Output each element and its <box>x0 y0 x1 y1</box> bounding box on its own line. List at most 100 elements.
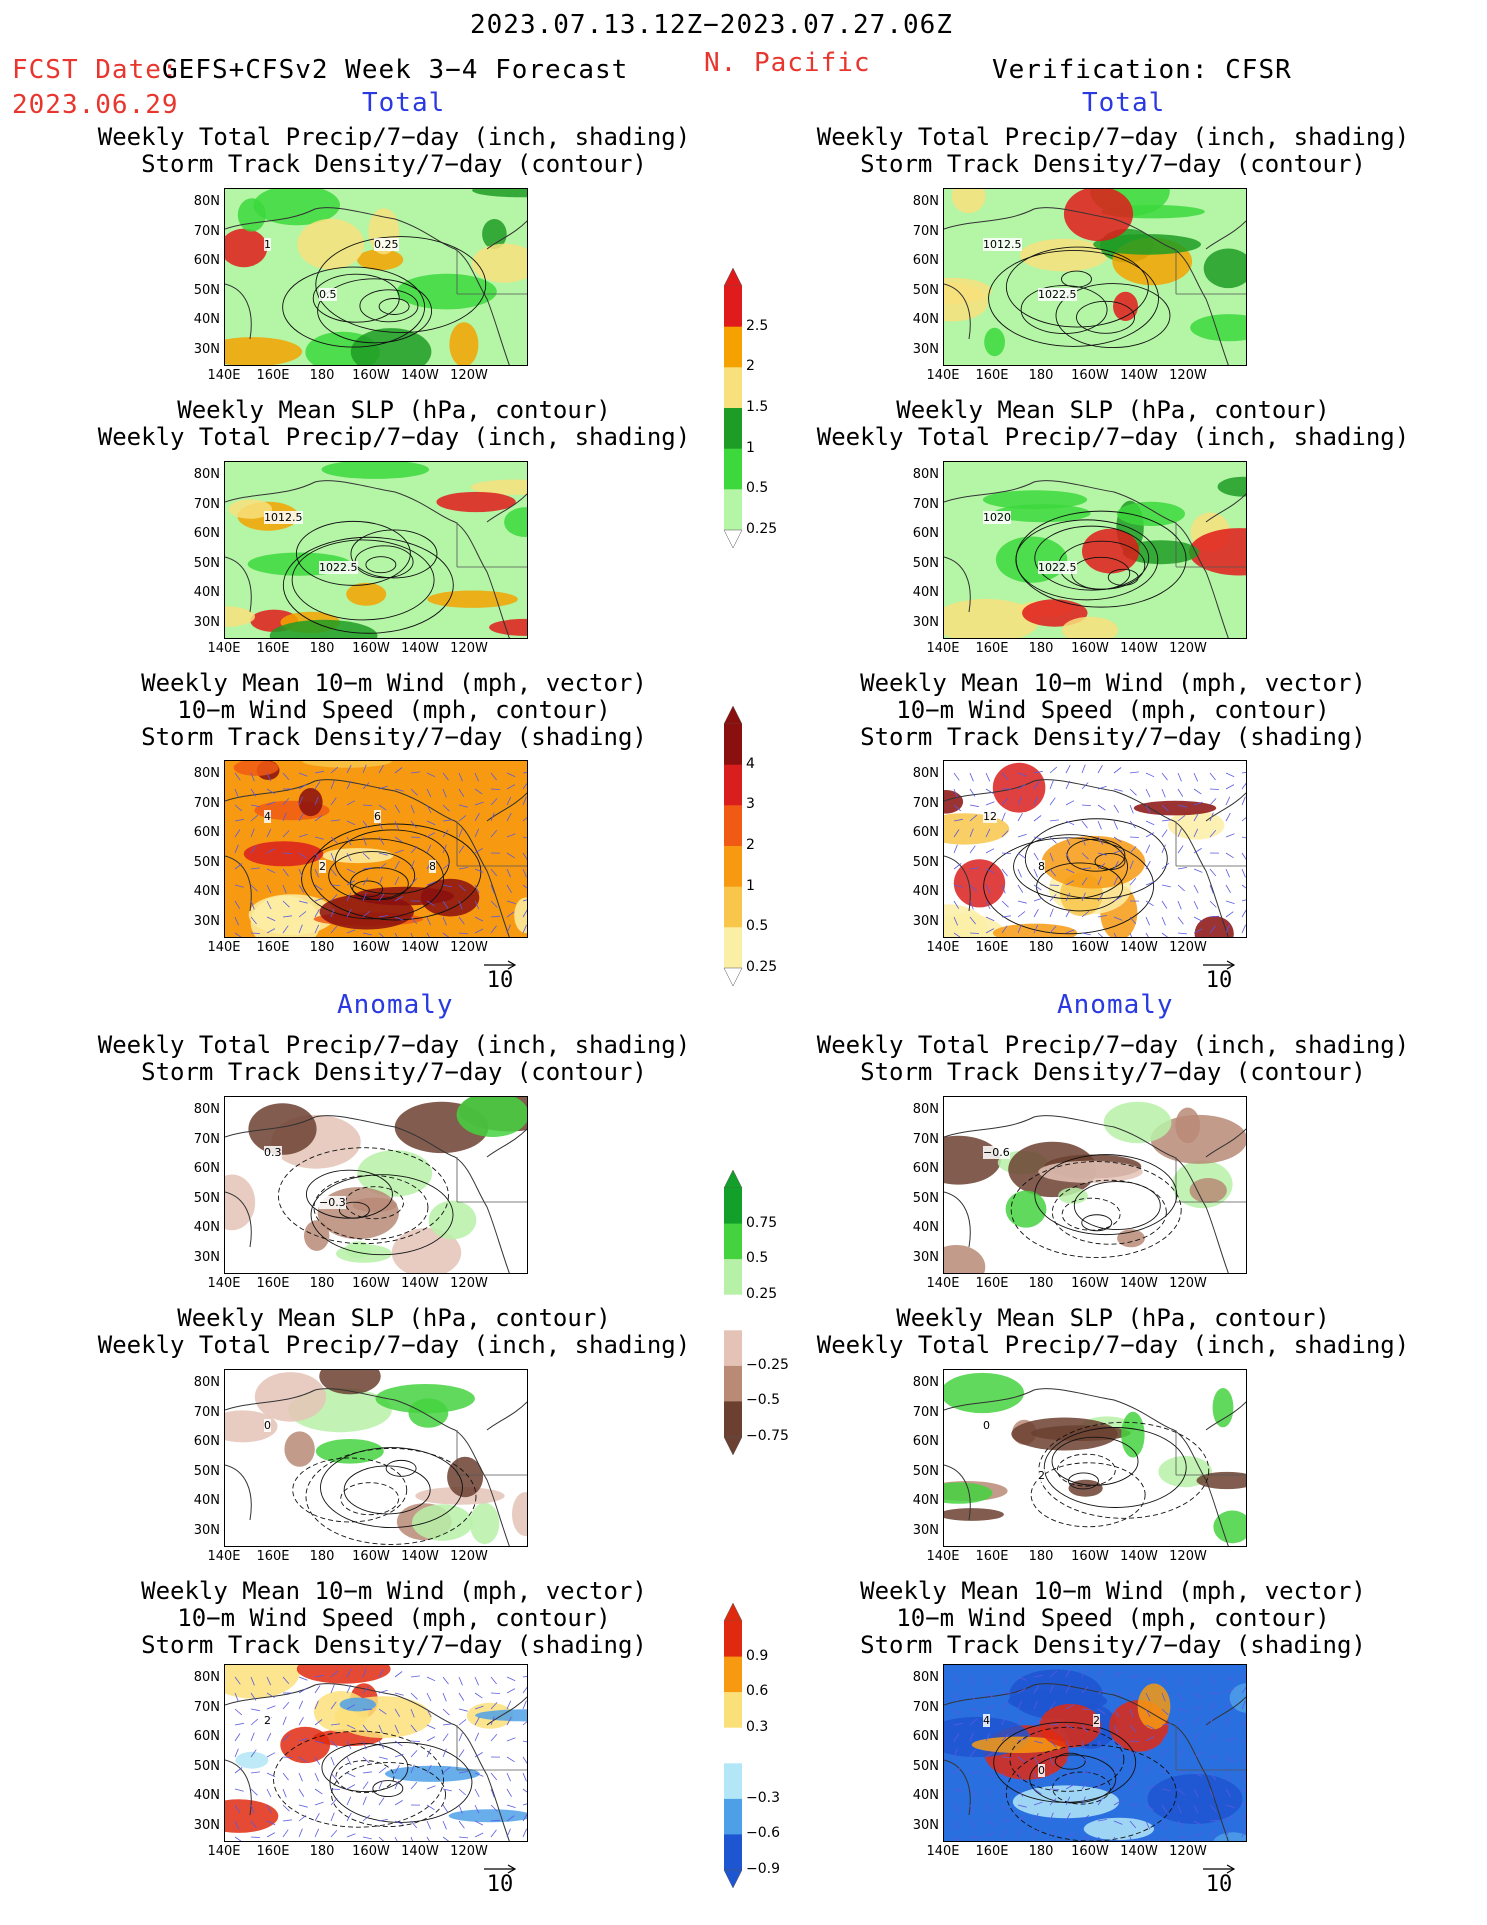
shading-blob <box>297 218 365 270</box>
wind-vector <box>985 1804 991 1814</box>
wind-vector <box>506 1716 512 1726</box>
lat-tick-label: 50N <box>193 1190 220 1206</box>
shading-blob <box>504 507 527 537</box>
wind-vector <box>330 1829 338 1838</box>
wind-vector <box>1001 925 1008 934</box>
wind-vector <box>522 1813 527 1822</box>
wind-vector <box>1129 1740 1140 1742</box>
wind-vector <box>314 868 319 878</box>
shading-blob <box>1039 1704 1102 1748</box>
wind-vector <box>969 1820 976 1829</box>
wind-vector <box>1193 884 1199 894</box>
wind-vector <box>282 1756 293 1758</box>
shading-blob <box>357 249 404 271</box>
wind-vector <box>282 915 292 918</box>
wind-vector <box>1081 836 1086 846</box>
wind-vector <box>426 1748 432 1758</box>
wind-vector <box>1225 1772 1230 1782</box>
border-line <box>1175 1725 1246 1771</box>
shading-blob <box>427 590 518 608</box>
wind-vector <box>1209 1788 1214 1798</box>
wind-vector <box>346 764 352 774</box>
lat-tick-label: 70N <box>912 1699 939 1715</box>
wind-vector <box>282 925 289 934</box>
wind-vector <box>474 1752 483 1758</box>
wind-vector <box>458 916 465 925</box>
panel-title-line: Weekly Total Precip/7−day (inch, shading… <box>97 1331 691 1359</box>
wind-vector <box>1097 852 1107 856</box>
wind-vector <box>1145 900 1154 907</box>
wind-vector <box>314 1801 324 1806</box>
wind-vector <box>330 1812 335 1822</box>
wind-vector <box>362 1724 369 1733</box>
wind-vector <box>426 804 432 814</box>
wind-vector <box>330 1684 335 1694</box>
shading-blob <box>944 904 989 937</box>
wind-vector <box>1161 1723 1171 1726</box>
wind-vector <box>410 846 418 854</box>
wind-vector <box>250 932 261 934</box>
panel-title: Weekly Mean SLP (hPa, contour) Weekly Tot… <box>54 397 734 451</box>
wind-vector <box>953 1733 960 1742</box>
wind-vector <box>1097 1767 1106 1774</box>
wind-vector <box>985 1732 991 1742</box>
wind-vector <box>969 916 976 925</box>
wind-vector <box>282 1676 290 1685</box>
wind-vector <box>522 899 527 902</box>
wind-vector <box>490 1772 498 1781</box>
wind-vector <box>394 1765 400 1774</box>
wind-vector <box>234 772 241 781</box>
contour-label: 0.5 <box>319 288 337 301</box>
wind-vector <box>474 1732 480 1742</box>
panel-title: Weekly Mean SLP (hPa, contour) Weekly Tot… <box>54 1305 734 1359</box>
contour-label: 1012.5 <box>983 238 1022 251</box>
period-title: 2023.07.13.12Z−2023.07.27.06Z <box>470 10 953 40</box>
lat-tick-label: 60N <box>912 1434 939 1449</box>
wind-vector <box>1097 1756 1107 1760</box>
wind-vector <box>298 796 304 806</box>
contour-line <box>372 1780 404 1798</box>
lon-tick-label: 160E <box>256 641 290 656</box>
wind-vector <box>282 797 290 806</box>
wind-vector <box>1145 1692 1151 1702</box>
reference-vector-label: 10 <box>1205 1872 1233 1897</box>
shading-blob <box>514 897 527 934</box>
wind-vector <box>298 924 303 934</box>
panel-title: Weekly Total Precip/7−day (inch, shading… <box>773 124 1453 178</box>
wind-vector <box>1081 1814 1090 1822</box>
lon-tick-label: 160E <box>256 940 290 955</box>
wind-vector <box>282 1788 287 1798</box>
wind-vector <box>346 1833 356 1838</box>
wind-vector <box>426 820 436 826</box>
wind-vector <box>985 1820 995 1826</box>
colorbar-label: 1 <box>746 439 755 456</box>
lon-tick-label: 120W <box>450 940 488 955</box>
contour-line <box>378 298 410 315</box>
lon-tick-label: 160E <box>975 1549 1009 1564</box>
colorbar-segment <box>724 805 742 847</box>
wind-vector <box>969 1708 979 1712</box>
lat-tick-label: 40N <box>193 1788 220 1803</box>
shading-blob <box>1122 540 1200 565</box>
wind-vector <box>1193 928 1203 934</box>
wind-vector <box>330 1772 337 1781</box>
contour-line <box>1061 270 1092 288</box>
lat-tick-label: 50N <box>193 555 220 571</box>
colorbar-precip_total <box>723 268 743 548</box>
wind-vector <box>1017 868 1022 878</box>
wind-vector <box>1177 1771 1187 1774</box>
wind-vector <box>1049 797 1056 806</box>
wind-vector <box>458 1676 463 1686</box>
wind-vector <box>1145 1724 1155 1730</box>
wind-vector <box>234 1722 244 1726</box>
shading-blob <box>243 841 324 867</box>
wind-vector <box>1017 1815 1026 1822</box>
wind-vector <box>1129 932 1133 937</box>
wind-vector <box>314 1828 320 1838</box>
lat-tick-label: 60N <box>912 1729 939 1744</box>
wind-vector <box>985 884 991 894</box>
wind-vector <box>969 1718 978 1726</box>
wind-vector <box>282 830 290 838</box>
wind-vector <box>506 900 516 904</box>
wind-vector <box>1017 813 1023 822</box>
